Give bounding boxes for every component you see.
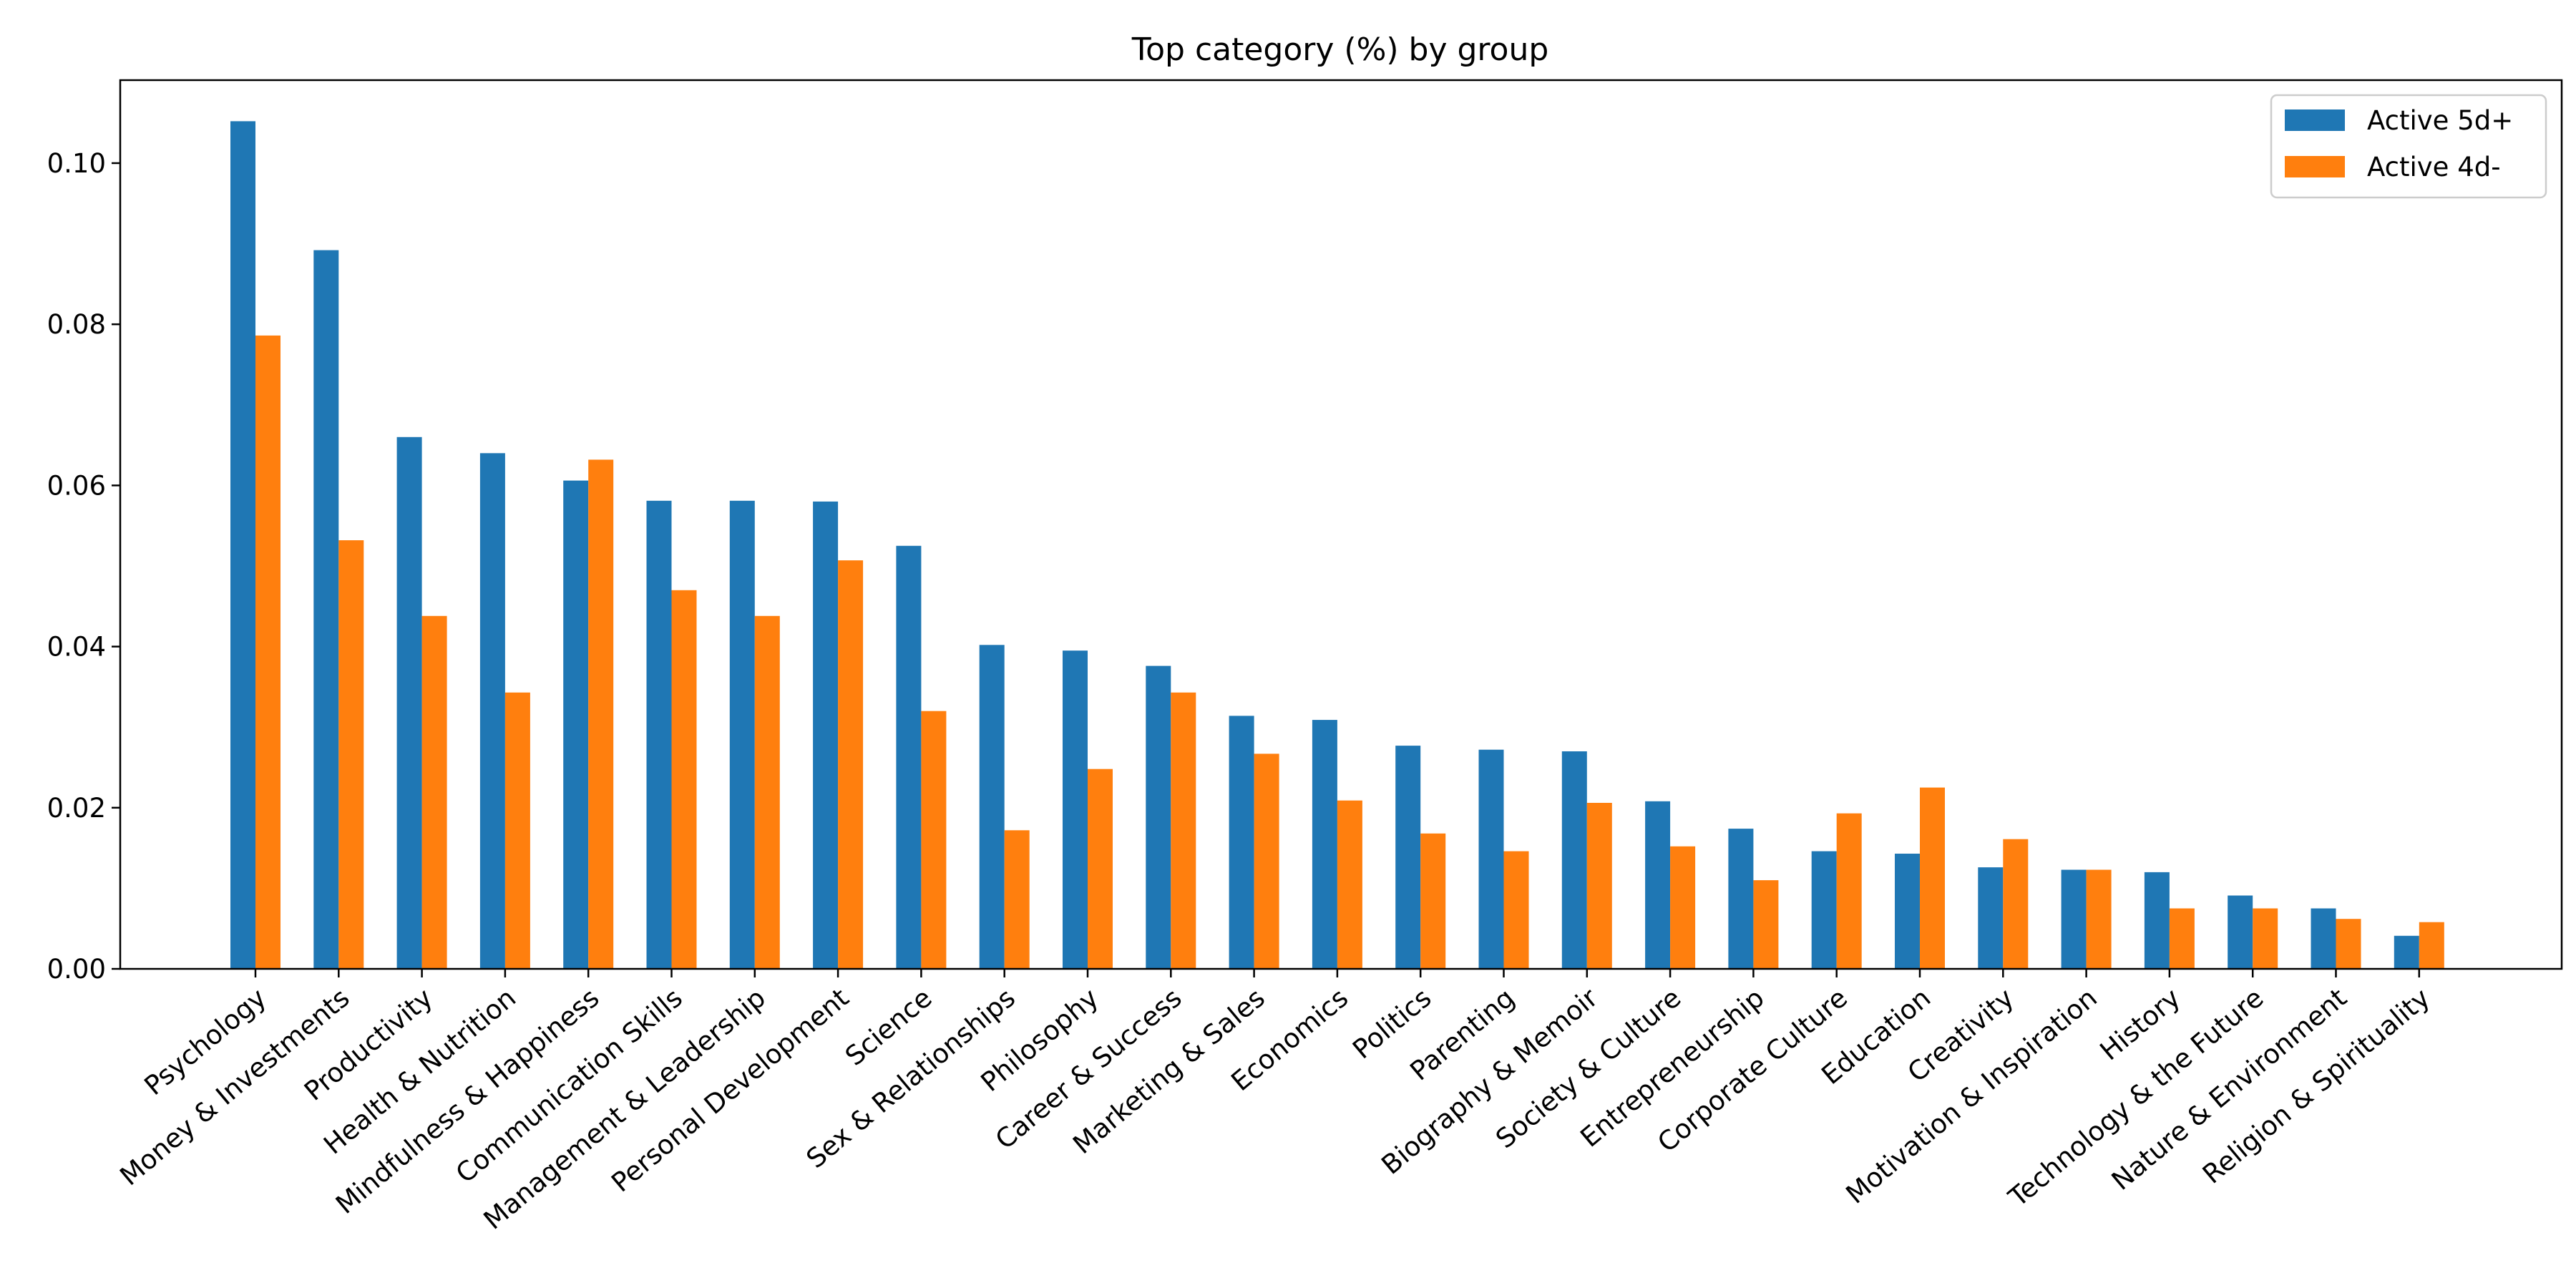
bar-active-4d-5 (588, 459, 614, 969)
bar-active-5d-23 (2061, 869, 2087, 969)
bar-active-4d-26 (2336, 919, 2361, 969)
bar-active-5d-15 (1395, 746, 1421, 969)
bar-active-4d-13 (1254, 753, 1279, 969)
legend: Active 5d+ Active 4d- (2270, 94, 2547, 199)
bar-active-4d-23 (2086, 869, 2112, 969)
bar-active-5d-3 (396, 436, 422, 969)
bar-active-4d-4 (504, 692, 530, 969)
legend-swatch (2285, 156, 2345, 177)
plot-frame (119, 79, 2563, 970)
bar-active-5d-4 (479, 453, 505, 969)
bar-active-5d-5 (563, 480, 589, 969)
y-tick-label: 0.10 (47, 148, 106, 179)
bar-active-4d-17 (1586, 803, 1612, 969)
bar-active-5d-20 (1811, 851, 1837, 969)
bar-active-5d-1 (230, 121, 255, 969)
y-tick-label: 0.08 (47, 309, 106, 340)
legend-swatch (2285, 109, 2345, 131)
bar-active-5d-21 (1895, 854, 1920, 969)
bar-active-5d-10 (979, 645, 1005, 969)
bar-active-4d-11 (1088, 769, 1113, 969)
legend-label: Active 5d+ (2367, 105, 2513, 136)
bar-active-4d-2 (338, 540, 364, 969)
bar-active-5d-16 (1478, 749, 1504, 969)
bar-active-4d-24 (2169, 908, 2195, 969)
bar-active-5d-8 (813, 501, 839, 969)
bar-active-4d-19 (1753, 880, 1779, 969)
bar-active-4d-3 (421, 615, 447, 969)
bar-active-5d-25 (2228, 895, 2253, 969)
bar-active-4d-22 (2003, 839, 2029, 969)
bar-active-4d-25 (2253, 908, 2278, 969)
bar-active-4d-14 (1337, 800, 1362, 969)
bar-active-5d-13 (1229, 716, 1254, 969)
bar-active-5d-27 (2394, 935, 2419, 969)
y-tick-label: 0.00 (47, 954, 106, 985)
bar-active-5d-19 (1728, 829, 1754, 969)
bar-active-5d-26 (2311, 908, 2336, 969)
legend-label: Active 4d- (2367, 152, 2501, 182)
bar-active-5d-17 (1561, 751, 1587, 969)
bar-active-4d-12 (1171, 692, 1196, 969)
bar-active-4d-6 (671, 590, 697, 969)
chart-title: Top category (%) by group (1131, 31, 1549, 68)
bar-active-4d-15 (1420, 833, 1446, 969)
bar-active-4d-7 (754, 615, 780, 969)
y-axis: 0.00 0.02 0.04 0.06 0.08 0.10 (47, 148, 120, 985)
bar-active-5d-6 (646, 500, 672, 969)
y-tick-label: 0.06 (47, 470, 106, 501)
bar-active-4d-16 (1503, 851, 1529, 969)
y-tick-label: 0.02 (47, 793, 106, 824)
bar-active-4d-9 (921, 711, 947, 969)
bar-active-4d-18 (1670, 846, 1696, 969)
bar-active-5d-22 (1978, 867, 2004, 969)
bar-active-5d-11 (1063, 650, 1088, 969)
bar-active-4d-8 (838, 560, 864, 969)
bar-active-5d-7 (729, 500, 755, 969)
bar-active-4d-27 (2419, 922, 2444, 969)
bar-active-4d-1 (255, 335, 280, 969)
bar-active-4d-20 (1836, 813, 1862, 969)
bar-active-4d-21 (1920, 787, 1945, 969)
bar-active-5d-14 (1312, 720, 1337, 969)
y-tick-label: 0.04 (47, 632, 106, 663)
bar-active-5d-9 (896, 545, 922, 969)
bar-active-5d-12 (1146, 665, 1171, 969)
bar-active-5d-24 (2144, 872, 2170, 969)
bar-active-4d-10 (1004, 830, 1030, 969)
bar-active-5d-18 (1645, 801, 1671, 969)
bar-active-5d-2 (313, 250, 339, 970)
bars-group (230, 121, 2444, 970)
